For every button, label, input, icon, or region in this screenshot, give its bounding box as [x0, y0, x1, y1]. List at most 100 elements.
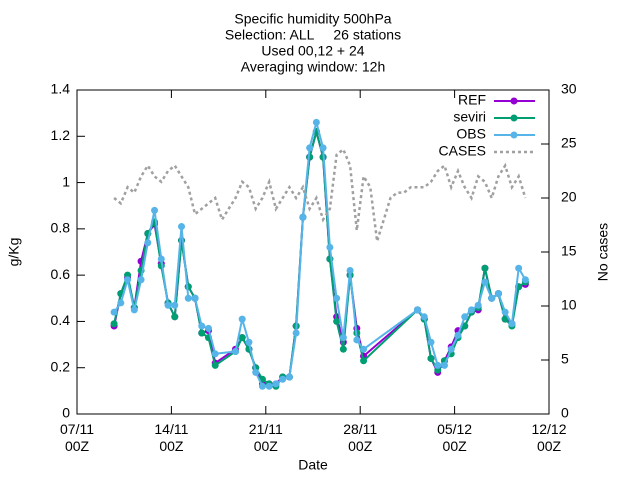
data-point [339, 345, 347, 353]
title-line: Averaging window: 12h [241, 59, 386, 75]
data-point [508, 320, 516, 328]
data-point [157, 255, 165, 263]
title-line: Used 00,12 + 24 [261, 43, 364, 59]
data-point [211, 361, 219, 369]
data-point [454, 331, 462, 339]
data-point [481, 264, 489, 272]
legend-marker [510, 131, 518, 139]
data-point [117, 299, 125, 307]
data-point [319, 144, 327, 152]
data-point [245, 338, 253, 346]
data-point [501, 308, 509, 316]
data-point [258, 382, 266, 390]
data-point [447, 345, 455, 353]
data-point [292, 329, 300, 337]
data-point [110, 308, 118, 316]
data-point [144, 239, 152, 247]
data-point [427, 354, 435, 362]
y-tick-label: 1.2 [51, 127, 71, 143]
data-point [124, 276, 132, 284]
y-tick-label: 0.2 [51, 358, 71, 374]
data-point [198, 322, 206, 330]
data-point [238, 315, 246, 323]
data-point [110, 320, 118, 328]
x-tick-label: 05/12 00Z [437, 421, 472, 454]
data-point [151, 206, 159, 214]
series-line [113, 127, 526, 388]
x-tick-label: 07/11 00Z [60, 421, 94, 454]
data-point [467, 306, 475, 314]
data-point [326, 243, 334, 251]
data-point [481, 278, 489, 286]
series-line [113, 127, 526, 385]
y-tick-label: 0.8 [51, 220, 71, 236]
data-point [272, 380, 280, 388]
data-point [434, 361, 442, 369]
data-point [488, 294, 496, 302]
legend-label: seviri [453, 109, 486, 125]
data-point [171, 313, 179, 321]
y-axis-label: g/Kg [6, 238, 22, 267]
x-tick-label: 21/11 00Z [249, 421, 283, 454]
series-line [113, 147, 527, 242]
data-point [360, 357, 368, 365]
data-point [238, 334, 246, 342]
x-tick-label: 28/11 00Z [343, 421, 377, 454]
y-tick-label: 1.4 [51, 81, 71, 97]
data-point [346, 267, 354, 275]
data-point [204, 324, 212, 332]
y-tick-label: 0.4 [51, 312, 71, 328]
data-point [333, 294, 341, 302]
y2-tick-label: 5 [561, 351, 569, 367]
title-line: Specific humidity 500hPa [234, 11, 391, 27]
data-point [474, 301, 482, 309]
series-line [113, 118, 527, 388]
data-point [521, 276, 529, 284]
data-point [198, 329, 206, 337]
data-point [353, 336, 361, 344]
data-point [427, 338, 435, 346]
y2-tick-label: 15 [561, 243, 577, 259]
x-axis-label: Date [298, 457, 328, 473]
data-point [501, 315, 509, 323]
data-point [130, 306, 138, 314]
y-tick-label: 0.6 [51, 266, 71, 282]
y2-tick-label: 0 [561, 405, 569, 421]
data-point [137, 276, 145, 284]
data-point [420, 313, 428, 321]
data-point [333, 317, 341, 325]
data-point [184, 294, 192, 302]
y2-tick-label: 20 [561, 189, 577, 205]
data-point [414, 306, 422, 314]
legend-label: REF [458, 92, 486, 108]
data-point [191, 294, 199, 302]
y-tick-label: 1 [62, 173, 70, 189]
data-point [360, 345, 368, 353]
data-point [494, 290, 502, 298]
data-point [231, 348, 239, 356]
data-point [515, 264, 523, 272]
data-point [178, 223, 186, 231]
data-point [252, 368, 260, 376]
data-point [299, 213, 307, 221]
y2-tick-label: 30 [561, 81, 577, 97]
x-tick-label: 14/11 00Z [154, 421, 188, 454]
y2-tick-label: 10 [561, 297, 577, 313]
data-point [312, 118, 320, 126]
y-tick-label: 0 [62, 405, 70, 421]
legend-label: CASES [439, 143, 486, 159]
data-point [461, 313, 469, 321]
legend-label: OBS [456, 126, 486, 142]
data-point [306, 144, 314, 152]
y2-axis-label: No cases [595, 223, 611, 281]
y2-tick-label: 25 [561, 135, 577, 151]
data-point [171, 301, 179, 309]
data-point [164, 301, 172, 309]
data-point [285, 373, 293, 381]
data-point [339, 334, 347, 342]
x-tick-label: 12/12 00Z [531, 421, 566, 454]
data-point [265, 382, 273, 390]
title-line: Selection: ALL 26 stations [225, 27, 401, 43]
data-point [279, 375, 287, 383]
